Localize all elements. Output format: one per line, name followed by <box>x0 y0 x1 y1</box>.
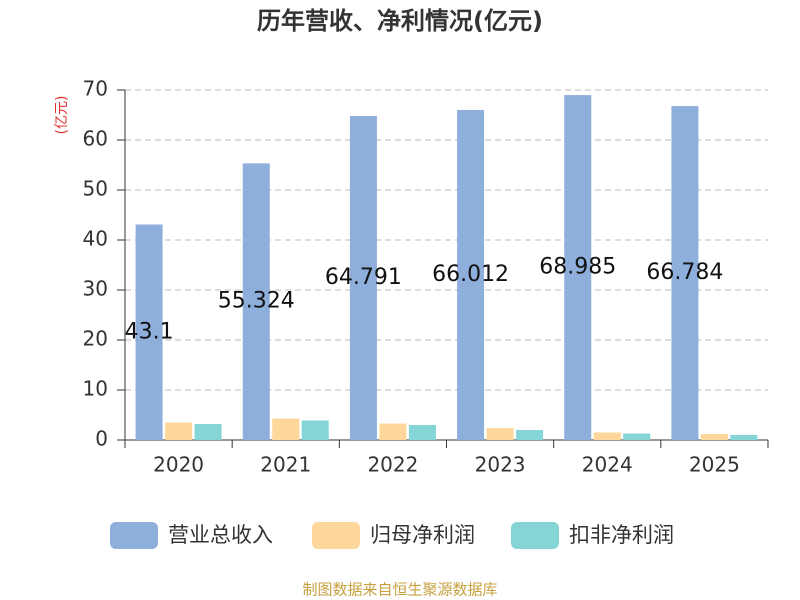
data-label: 68.985 <box>539 255 616 280</box>
y-tick-label: 60 <box>83 127 108 151</box>
y-tick-label: 20 <box>83 327 108 351</box>
bar <box>135 224 163 440</box>
bar <box>194 424 222 440</box>
bar <box>165 422 193 440</box>
bar <box>272 418 300 440</box>
bar <box>564 95 592 440</box>
chart-title: 历年营收、净利情况(亿元) <box>257 7 543 35</box>
bar <box>516 430 544 440</box>
x-tick-label: 2025 <box>689 453 740 477</box>
legend-label: 营业总收入 <box>168 523 273 547</box>
y-tick-label: 30 <box>83 277 108 301</box>
y-tick-label: 50 <box>83 177 108 201</box>
bar <box>730 435 758 440</box>
data-label: 43.1 <box>125 319 174 344</box>
bar <box>457 109 485 440</box>
bar <box>623 433 651 440</box>
y-tick-label: 70 <box>83 77 108 101</box>
bar <box>379 423 407 440</box>
bar <box>242 163 270 440</box>
bar <box>593 432 621 440</box>
x-tick-label: 2020 <box>153 453 204 477</box>
x-tick-label: 2024 <box>582 453 633 477</box>
x-tick-label: 2023 <box>475 453 526 477</box>
x-tick-label: 2021 <box>260 453 311 477</box>
bar <box>671 106 699 440</box>
bar <box>700 434 728 440</box>
bar <box>301 420 329 440</box>
legend-swatch <box>511 522 559 549</box>
data-label: 66.012 <box>432 262 509 287</box>
data-label: 64.791 <box>325 265 402 290</box>
x-tick-label: 2022 <box>367 453 418 477</box>
bar <box>408 425 436 440</box>
legend-label: 扣非净利润 <box>569 523 674 547</box>
y-tick-label: 10 <box>83 377 108 401</box>
legend-label: 归母净利润 <box>370 523 475 547</box>
y-tick-label: 0 <box>95 427 108 451</box>
data-label: 55.324 <box>218 289 295 314</box>
y-tick-label: 40 <box>83 227 108 251</box>
bar <box>486 428 514 440</box>
source-note: 制图数据来自恒生聚源数据库 <box>302 581 497 599</box>
y-axis-label: (亿元) <box>54 96 70 135</box>
data-label: 66.784 <box>646 260 723 285</box>
legend-swatch <box>110 522 158 549</box>
legend-swatch <box>312 522 360 549</box>
bar <box>349 116 377 441</box>
